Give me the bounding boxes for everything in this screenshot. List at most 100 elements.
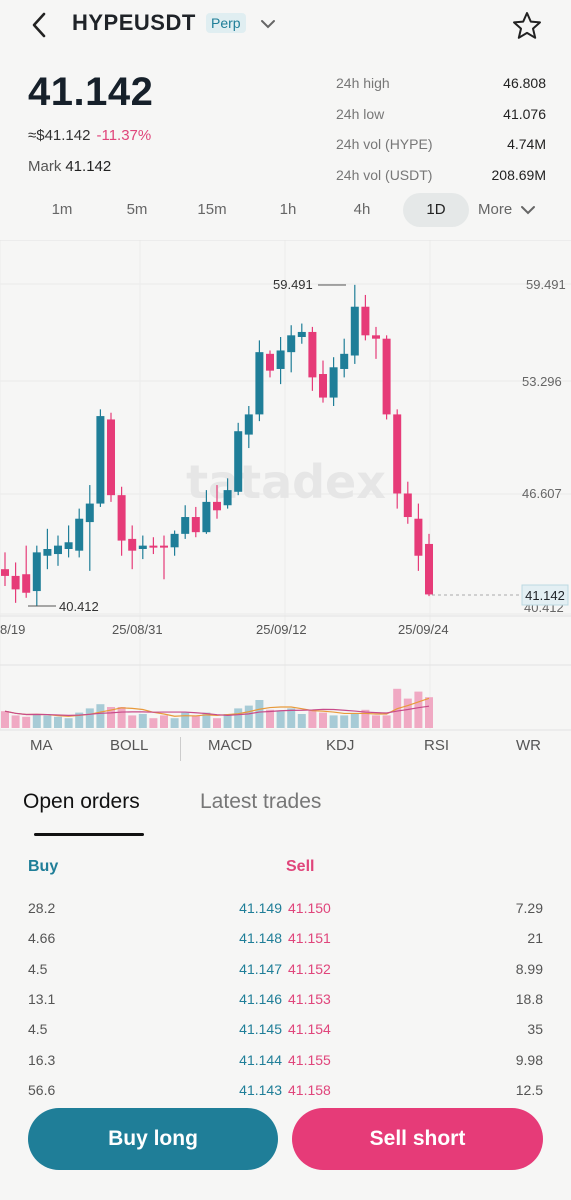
volume-bar [329, 715, 338, 728]
back-arrow-icon [32, 12, 46, 38]
candle [128, 525, 137, 570]
indicator-divider [180, 737, 181, 761]
volume-bar [276, 711, 285, 728]
stats-panel: 24h high 46.808 24h low 41.076 24h vol (HY… [336, 68, 546, 190]
volume-bar [85, 708, 94, 728]
candle [223, 478, 232, 509]
mark-label: Mark [28, 158, 62, 175]
candle [266, 350, 274, 378]
volume-bar [213, 718, 221, 728]
sell-qty: 9.98 [515, 1051, 543, 1068]
candle [329, 357, 338, 406]
more-label: More [478, 201, 513, 218]
volume-bar [54, 716, 62, 728]
more-timeframes-button[interactable]: More [478, 193, 536, 227]
timeframe-15m[interactable]: 15m [197, 201, 227, 218]
orderbook-row[interactable]: 56.6 41.143 41.158 12.5 [0, 1082, 571, 1112]
pair-title[interactable]: HYPEUSDT [72, 10, 196, 35]
sell-header: Sell [286, 858, 315, 875]
candle [350, 284, 359, 364]
volume-bar [361, 709, 370, 728]
sell-price: 41.155 [288, 1051, 331, 1068]
indicator-boll[interactable]: BOLL [110, 737, 149, 754]
orderbook-row[interactable]: 4.5 41.147 41.152 8.99 [0, 961, 571, 991]
chart-grid [0, 240, 571, 731]
candle [107, 412, 115, 502]
sell-qty: 35 [527, 1021, 543, 1038]
price-change: -11.37% [96, 127, 152, 144]
tab-open-orders[interactable]: Open orders [23, 790, 140, 813]
timeframe-4h[interactable]: 4h [353, 201, 371, 218]
stat-value: 4.74M [507, 136, 546, 153]
orderbook-row[interactable]: 4.5 41.145 41.154 35 [0, 1021, 571, 1051]
candle [181, 505, 190, 539]
volume-bar [350, 714, 359, 728]
sell-qty: 21 [527, 930, 543, 947]
stat-value: 41.076 [503, 105, 546, 122]
y-tick-label: 59.491 [526, 277, 566, 292]
orderbook-row[interactable]: 13.1 41.146 41.153 18.8 [0, 991, 571, 1021]
candle [32, 545, 41, 607]
sell-short-button[interactable]: Sell short [292, 1108, 543, 1170]
favorite-star-icon[interactable] [510, 9, 544, 43]
last-price-tag [521, 584, 569, 606]
volume-bar [414, 691, 423, 728]
tab-latest-trades[interactable]: Latest trades [200, 790, 322, 813]
fiat-price-line: ≈$41.142 -11.37% [28, 127, 151, 144]
x-tick-label: 25/09/24 [398, 622, 449, 637]
buy-long-button[interactable]: Buy long [28, 1108, 278, 1170]
candle [414, 503, 423, 571]
indicator-rsi[interactable]: RSI [424, 737, 450, 754]
stat-label: 24h low [336, 105, 385, 122]
indicator-kdj[interactable]: KDJ [326, 737, 355, 754]
candle [202, 490, 211, 534]
mark-price: 41.142 [65, 158, 112, 175]
candle [287, 325, 296, 373]
orderbook-row[interactable]: 16.3 41.144 41.155 9.98 [0, 1052, 571, 1082]
x-tick-label: 8/19 [0, 622, 25, 637]
indicator-macd[interactable]: MACD [208, 737, 253, 754]
timeframe-1d[interactable]: 1D [403, 193, 469, 227]
volume-bar [287, 708, 296, 728]
candle [138, 535, 147, 560]
stat-label: 24h vol (HYPE) [336, 136, 433, 153]
orderbook-row[interactable]: 28.2 41.149 41.150 7.29 [0, 900, 571, 930]
buy-header: Buy [28, 858, 59, 875]
buy-price: 41.147 [239, 960, 282, 977]
price-chart[interactable]: tatadex 59.491 53.296 46.607 40.412 8/19… [0, 240, 571, 740]
timeframe-1h[interactable]: 1h [279, 201, 297, 218]
volume-bar [340, 715, 349, 728]
candle [43, 528, 52, 570]
tab-underline [34, 833, 144, 836]
volume-bar [308, 709, 317, 728]
candle [255, 340, 264, 422]
candle [191, 506, 200, 538]
timeframe-1m[interactable]: 1m [51, 201, 73, 218]
high-label: 59.491 [273, 277, 313, 292]
volume-bar [403, 698, 412, 728]
volume-bar [149, 718, 158, 728]
sell-price: 41.158 [288, 1081, 331, 1098]
indicator-ma[interactable]: MA [30, 737, 53, 754]
volume-bar [223, 714, 232, 728]
buy-price: 41.144 [239, 1051, 282, 1068]
candle [308, 326, 317, 391]
fiat-price: ≈$41.142 [28, 127, 91, 144]
chart-watermark: tatadex [186, 455, 386, 509]
buy-price: 41.148 [239, 930, 282, 947]
back-button[interactable] [26, 10, 52, 40]
candle [11, 562, 20, 603]
top-bar: HYPEUSDT Perp [0, 0, 571, 52]
indicator-wr[interactable]: WR [516, 737, 541, 754]
volume-bar [319, 712, 327, 728]
sell-qty: 8.99 [515, 960, 543, 977]
chevron-down-icon[interactable] [258, 14, 278, 34]
orderbook-row[interactable]: 4.66 41.148 41.151 21 [0, 930, 571, 960]
candle [425, 533, 433, 597]
volume-bar [297, 714, 306, 728]
candle [382, 335, 391, 420]
sell-qty: 7.29 [515, 900, 543, 916]
buy-qty: 4.66 [28, 930, 56, 947]
timeframe-5m[interactable]: 5m [126, 201, 148, 218]
candle [276, 337, 285, 385]
